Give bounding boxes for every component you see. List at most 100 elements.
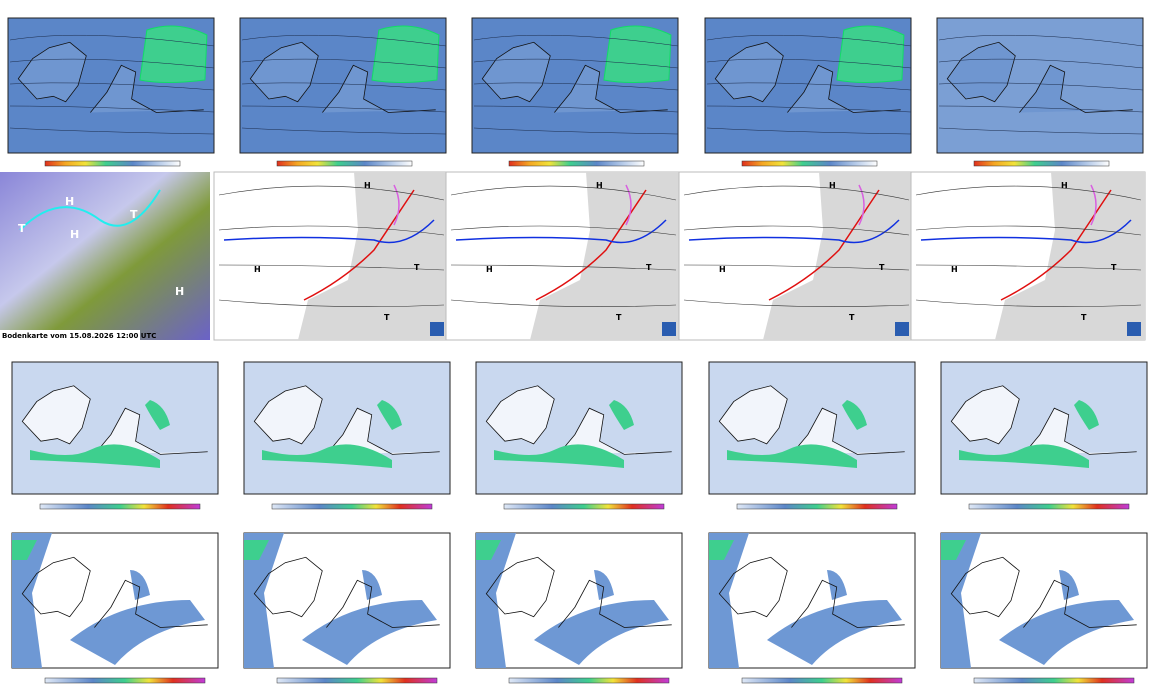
wind-area	[609, 400, 634, 430]
isobar	[683, 185, 910, 201]
satellite-image	[0, 172, 210, 340]
coastline	[946, 41, 1133, 113]
isobar	[241, 58, 447, 69]
colorbar	[973, 160, 1110, 167]
land	[950, 385, 1137, 455]
isobar	[241, 127, 447, 135]
coastline	[950, 556, 1137, 628]
isobar	[706, 127, 912, 135]
sea-area	[709, 540, 734, 560]
land	[995, 172, 1145, 340]
pressure-center: T	[1081, 313, 1087, 322]
isobar	[683, 264, 910, 271]
cold-front	[223, 219, 435, 244]
isobar	[915, 264, 1142, 271]
coastline	[714, 41, 901, 113]
coastline	[718, 556, 905, 628]
isobar	[9, 34, 215, 47]
pressure-center: T	[646, 263, 652, 272]
pressure-center: T	[616, 313, 622, 322]
pressure-center: H	[1061, 181, 1068, 190]
pressure-center: H	[951, 265, 958, 274]
isobar	[450, 185, 677, 201]
land	[530, 172, 680, 340]
coastline	[21, 556, 208, 628]
isobar	[938, 82, 1144, 91]
isobar	[915, 225, 1142, 236]
logo	[430, 322, 444, 336]
colorbar	[44, 160, 181, 167]
pressure-center: T	[18, 222, 26, 235]
isobar	[706, 82, 912, 91]
sea-area	[476, 540, 501, 560]
precip-area	[836, 25, 905, 83]
colorbar	[736, 503, 898, 510]
isobar	[450, 225, 677, 236]
sea-area	[941, 533, 981, 668]
isobar	[915, 185, 1142, 201]
sea-area	[827, 570, 847, 600]
sea-area	[709, 533, 749, 668]
occlusion	[393, 184, 400, 226]
isobar	[473, 34, 679, 47]
warm-front	[768, 189, 880, 301]
isobar	[9, 127, 215, 135]
isobar	[938, 105, 1144, 113]
sea-area	[70, 600, 205, 665]
wind-area	[494, 444, 624, 468]
colorbar	[276, 677, 438, 684]
sea-area	[130, 570, 150, 600]
colorbar	[973, 677, 1135, 684]
sea-area	[476, 533, 516, 668]
pressure-center: T	[414, 263, 420, 272]
precip-area	[603, 25, 672, 83]
isobar	[683, 299, 910, 307]
colorbar	[508, 160, 645, 167]
colorbar	[44, 677, 206, 684]
pressure-center: T	[1111, 263, 1117, 272]
colorbar	[741, 677, 903, 684]
colorbar	[271, 503, 433, 510]
pressure-center: T	[879, 263, 885, 272]
isobar	[241, 34, 447, 47]
caption-bg	[0, 330, 140, 340]
occlusion	[1090, 184, 1097, 226]
colorbar	[508, 677, 670, 684]
sea-area	[999, 600, 1134, 665]
sea-area	[767, 600, 902, 665]
colorbar	[503, 503, 665, 510]
isobar	[473, 127, 679, 135]
precip-area	[371, 25, 440, 83]
sea-area	[12, 540, 37, 560]
isobar	[9, 82, 215, 91]
coastline	[481, 41, 668, 113]
coastline	[485, 556, 672, 628]
colorbar	[968, 503, 1130, 510]
isobar	[450, 299, 677, 307]
isobar	[9, 105, 215, 113]
sea-area	[534, 600, 669, 665]
colorbar	[39, 503, 201, 510]
isobar	[9, 58, 215, 69]
coastline	[249, 41, 436, 113]
isobar	[218, 225, 445, 236]
isobar	[473, 105, 679, 113]
warm-front	[303, 189, 415, 301]
isobar	[706, 105, 912, 113]
isobar	[473, 58, 679, 69]
sea-area	[362, 570, 382, 600]
isobar	[218, 185, 445, 201]
sea-area	[941, 540, 966, 560]
logo	[1127, 322, 1141, 336]
land	[763, 172, 913, 340]
warm-front	[535, 189, 647, 301]
land	[485, 385, 672, 455]
pressure-center: H	[719, 265, 726, 274]
pressure-center: H	[829, 181, 836, 190]
isobar	[706, 34, 912, 47]
occlusion	[858, 184, 865, 226]
front	[19, 189, 161, 231]
sea-area	[594, 570, 614, 600]
